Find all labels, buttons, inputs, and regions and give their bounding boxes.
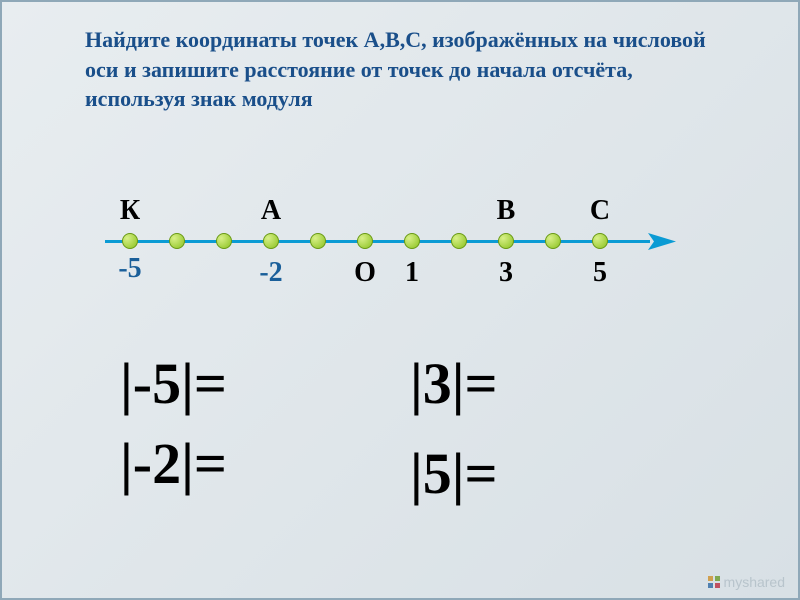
number-label: 3 <box>499 257 513 289</box>
branding-icon <box>707 575 721 592</box>
equation-2: |-2|= <box>120 430 227 497</box>
point-label: С <box>590 195 610 227</box>
point-label: А <box>261 195 281 227</box>
axis-arrow-icon <box>648 229 678 259</box>
tick-mark <box>498 233 514 249</box>
number-label: 1 <box>405 257 419 289</box>
equation-3: |3|= <box>410 350 498 417</box>
tick-mark <box>357 233 373 249</box>
branding: myshared <box>707 574 785 592</box>
number-label: 5 <box>593 257 607 289</box>
tick-mark <box>169 233 185 249</box>
tick-mark <box>216 233 232 249</box>
tick-mark <box>545 233 561 249</box>
number-label: -5 <box>118 253 141 285</box>
prompt-text: Найдите координаты точек А,В,С, изображё… <box>85 25 715 114</box>
point-label: К <box>120 195 140 227</box>
branding-text: myshared <box>724 574 785 590</box>
tick-mark <box>451 233 467 249</box>
tick-mark <box>263 233 279 249</box>
number-line: К А В С -5 -2 О1 3 5 <box>105 195 685 315</box>
tick-mark <box>122 233 138 249</box>
axis-line <box>105 240 650 243</box>
tick-mark <box>592 233 608 249</box>
tick-mark <box>404 233 420 249</box>
equation-4: |5|= <box>410 440 498 507</box>
number-label: О <box>354 257 376 289</box>
number-label: -2 <box>259 257 282 289</box>
tick-mark <box>310 233 326 249</box>
point-label: В <box>497 195 516 227</box>
equation-1: |-5|= <box>120 350 227 417</box>
